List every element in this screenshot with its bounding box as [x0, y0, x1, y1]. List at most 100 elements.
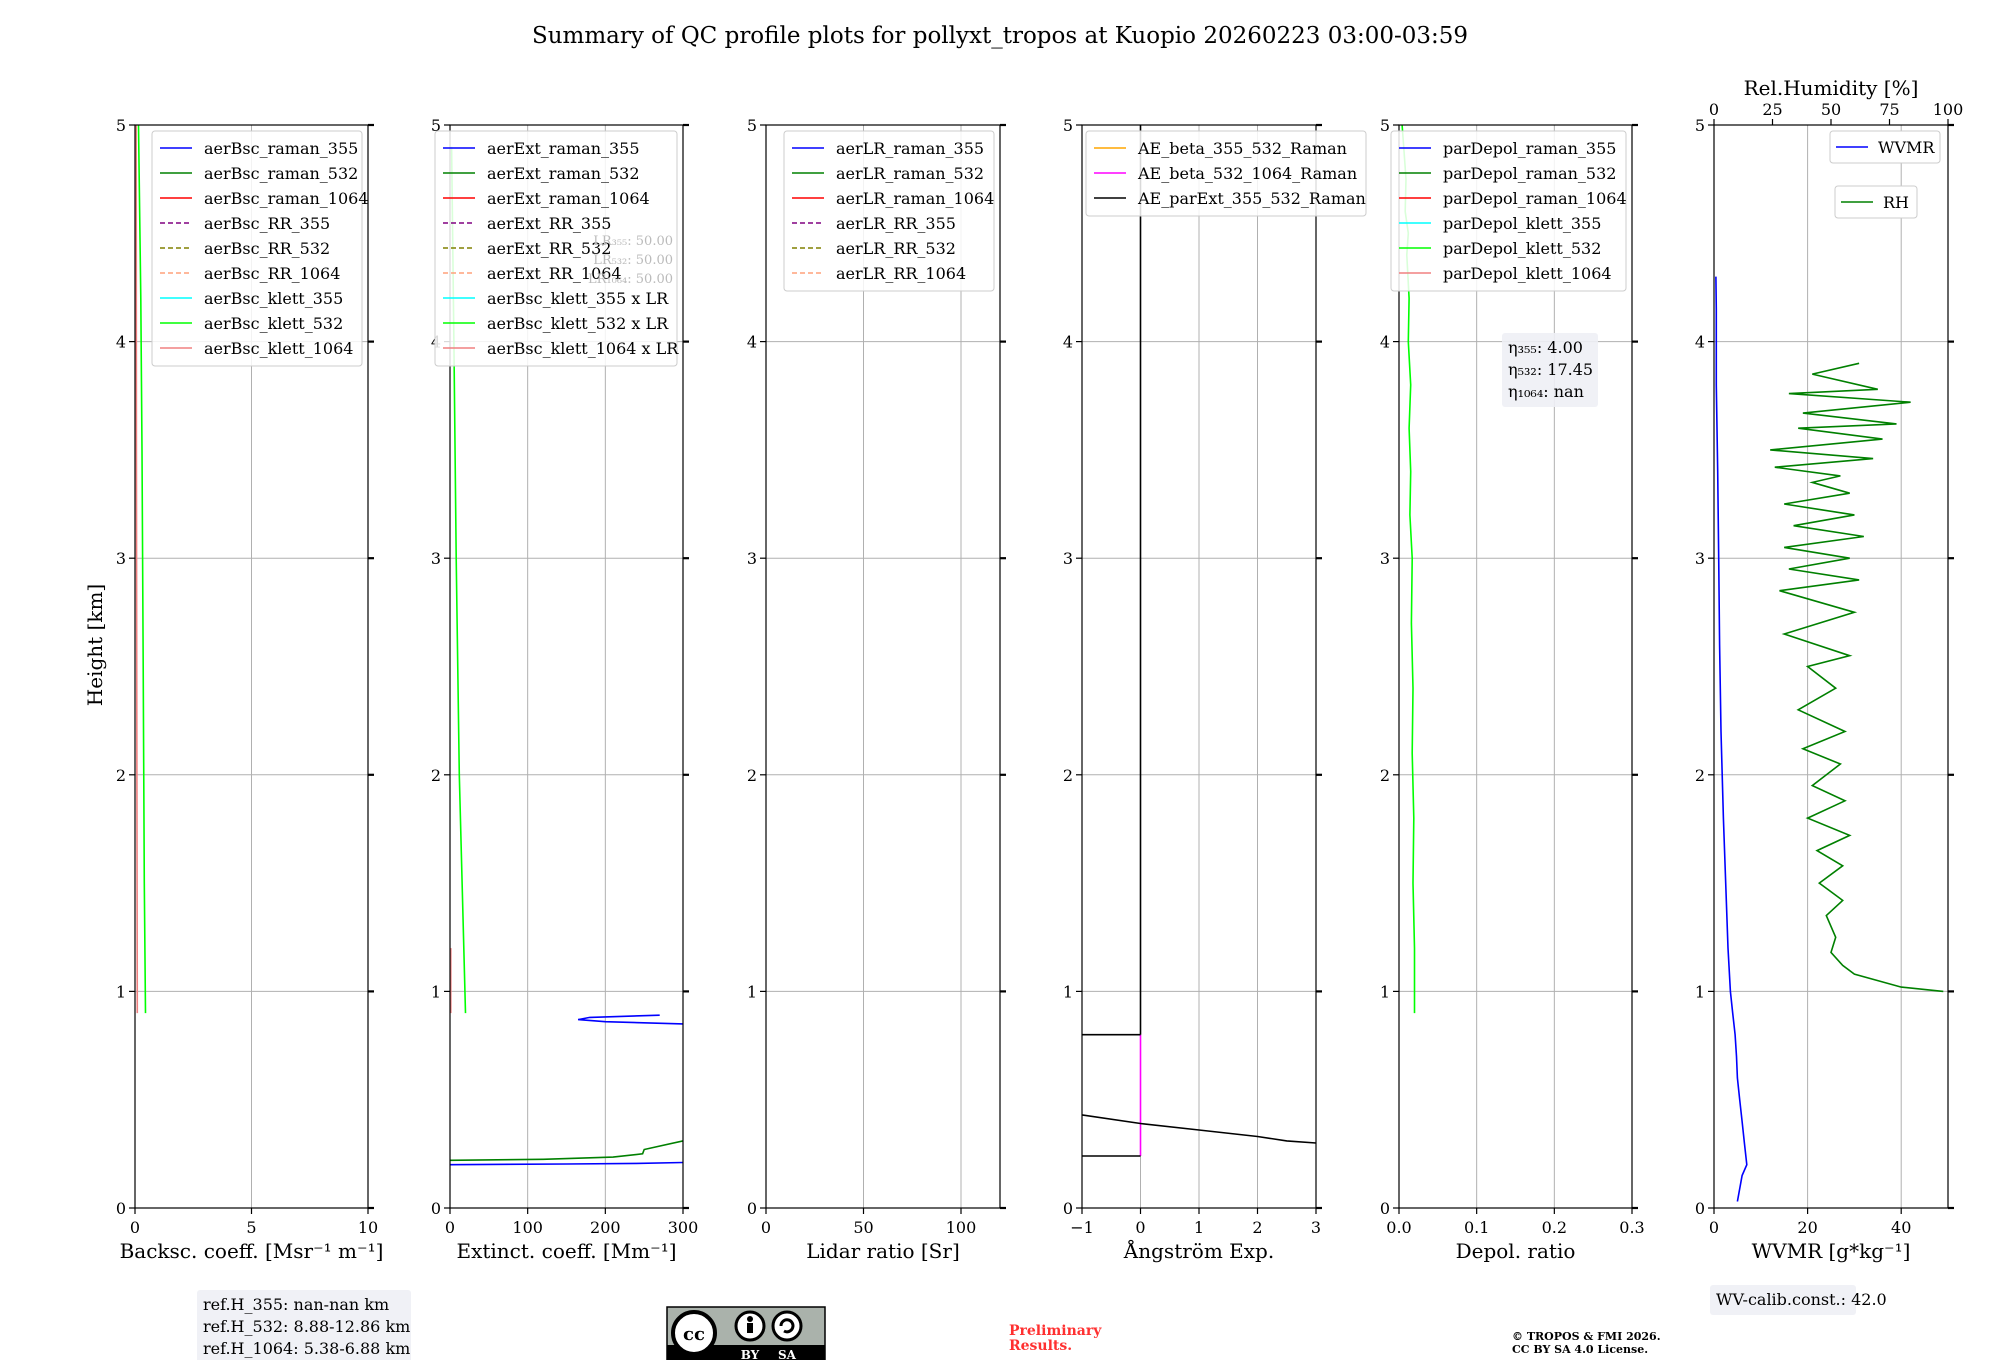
- series-line-aerExt_raman_532: [450, 1140, 683, 1162]
- legend-entry: AE_beta_532_1064_Raman: [1137, 164, 1357, 183]
- legend-entry: aerLR_raman_532: [836, 164, 984, 183]
- legend-entry: aerBsc_RR_355: [204, 214, 330, 233]
- y-tick-label: 1: [431, 982, 441, 1001]
- legend-entry: aerBsc_klett_532: [204, 314, 343, 333]
- x-tick-label: 200: [590, 1218, 621, 1237]
- legend-entry: aerBsc_raman_532: [204, 164, 358, 183]
- x-tick-label: 5: [246, 1218, 256, 1237]
- legend-box: [151, 130, 363, 367]
- legend-entry: aerBsc_raman_355: [204, 139, 358, 158]
- y-tick-label: 3: [1695, 549, 1705, 568]
- copyright-line2: CC BY SA 4.0 License.: [1512, 1343, 1648, 1356]
- series-lines: [1715, 276, 1944, 1202]
- cc-icon: [671, 1310, 717, 1356]
- x-tick-label: 10: [358, 1218, 378, 1237]
- info-box-line: WV-calib.const.: 42.0: [1716, 1290, 1887, 1309]
- cc-license-logo: cc BY SA: [666, 1306, 826, 1360]
- legend-entry: aerLR_RR_355: [836, 214, 956, 233]
- series-line-AE_parExt_355_532_Raman_curve: [1082, 1114, 1316, 1144]
- series-line-aerExt_raman_355: [450, 1161, 683, 1166]
- legend-entry: aerExt_raman_1064: [487, 189, 650, 208]
- share-alike-icon: [771, 1310, 803, 1342]
- legend-entry: aerBsc_raman_1064: [204, 189, 369, 208]
- legend-entry: aerLR_RR_532: [836, 239, 956, 258]
- x-tick-label: 0: [761, 1218, 771, 1237]
- lr-label: LR₅₃₂: 50.00: [593, 253, 673, 268]
- figure-footer: cc BY SA Preliminary Results. © TROPOS &…: [666, 1306, 1661, 1360]
- x-tick-label: 100: [946, 1218, 977, 1237]
- preliminary-label-line1: Preliminary: [1009, 1323, 1102, 1339]
- y-tick-label: 4: [1063, 333, 1073, 352]
- y-tick-label: 2: [116, 766, 126, 785]
- y-tick-label: 2: [431, 766, 441, 785]
- axes-frame: [1398, 124, 1633, 1209]
- legend-box-rh: [1834, 185, 1918, 219]
- x-tick-label: 1: [1194, 1218, 1204, 1237]
- legend-entry: aerLR_RR_1064: [836, 264, 966, 283]
- cc-icon-letters: cc: [683, 1324, 705, 1345]
- x-tick-label: 0.0: [1386, 1218, 1411, 1237]
- axes-frame: [449, 124, 684, 1209]
- info-box-background: [1710, 1285, 1856, 1315]
- x2-tick-label: 75: [1879, 100, 1899, 119]
- y-tick-label: 1: [747, 982, 757, 1001]
- legend-entry: AE_beta_355_532_Raman: [1137, 139, 1347, 158]
- info-box-background: [1502, 333, 1598, 407]
- x-tick-label: 100: [512, 1218, 543, 1237]
- legend: WVMR RH: [1829, 130, 1941, 219]
- info-box: WV-calib.const.: 42.0: [1710, 1285, 1887, 1315]
- panel-extinction: 0123450100200300Extinct. coeff. [Mm⁻¹]ae…: [431, 116, 698, 1263]
- y-tick-label: 5: [431, 116, 441, 135]
- x-tick-label: 40: [1891, 1218, 1911, 1237]
- info-box-line: ref.H_532: 8.88-12.86 km: [203, 1317, 410, 1336]
- attribution-icon-body: [747, 1323, 753, 1333]
- x-axis-label: Depol. ratio: [1456, 1239, 1576, 1263]
- legend-entry: aerExt_RR_532: [487, 239, 611, 258]
- y-tick-label: 3: [1380, 549, 1390, 568]
- legend-box: [1390, 130, 1627, 292]
- legend: aerBsc_raman_355 aerBsc_raman_532 aerBsc_r…: [151, 130, 369, 367]
- info-box-line: η₁₀₆₄: nan: [1508, 382, 1584, 401]
- legend-entry: aerExt_RR_355: [487, 214, 611, 233]
- info-box-line: ref.H_1064: 5.38-6.88 km: [203, 1339, 410, 1358]
- legend: aerExt_raman_355 aerExt_raman_532 aerExt_r…: [434, 130, 679, 367]
- preliminary-label-line2: Results.: [1009, 1338, 1072, 1354]
- legend-entry: aerBsc_RR_532: [204, 239, 330, 258]
- x-tick-label: 0.3: [1619, 1218, 1644, 1237]
- info-box-line: η₅₃₂: 17.45: [1508, 360, 1593, 379]
- y-tick-label: 3: [431, 549, 441, 568]
- y-tick-label: 2: [1380, 766, 1390, 785]
- grid-lines: [1081, 124, 1317, 1209]
- share-alike-arrow: [779, 1318, 795, 1334]
- legend-entry: parDepol_klett_355: [1443, 214, 1601, 233]
- y-tick-label: 5: [1063, 116, 1073, 135]
- panel-depolarization: 0 1 2 3 4 5 0.0 0.1 0.2 0.3 Depol. ratio parDepol_r…: [1380, 116, 1645, 1263]
- legend: AE_beta_355_532_Raman AE_beta_532_1064_Ra…: [1085, 130, 1367, 217]
- legend-entry: aerExt_raman_532: [487, 164, 640, 183]
- y-tick-label: 2: [747, 766, 757, 785]
- x-tick-label: 3: [1311, 1218, 1321, 1237]
- legend-box: [1085, 130, 1367, 217]
- y-tick-label: 4: [116, 333, 126, 352]
- legend-entry: aerBsc_klett_1064 x LR: [487, 339, 679, 358]
- info-box: η₃₅₅: 4.00 η₅₃₂: 17.45 η₁₀₆₄: nan: [1502, 333, 1598, 407]
- y-tick-label: 4: [1695, 333, 1705, 352]
- x2-tick-label: 100: [1933, 100, 1964, 119]
- legend-entry: aerBsc_klett_355 x LR: [487, 289, 669, 308]
- lr-label: LR₁₀₆₄: 50.00: [588, 272, 673, 287]
- legend-box: [783, 130, 995, 292]
- x-axis-label: Backsc. coeff. [Msr⁻¹ m⁻¹]: [120, 1239, 384, 1263]
- y-tick-label: 0: [1380, 1199, 1390, 1218]
- y-tick-label: 4: [747, 333, 757, 352]
- x-tick-label: 50: [853, 1218, 873, 1237]
- y-tick-label: 1: [1063, 982, 1073, 1001]
- info-box: ref.H_355: nan-nan km ref.H_532: 8.88-12.…: [197, 1290, 411, 1360]
- grid-lines: [1713, 124, 1948, 1209]
- legend-box: [434, 130, 678, 367]
- info-box-line: η₃₅₅: 4.00: [1508, 338, 1583, 357]
- legend-box-wvmr: [1829, 130, 1941, 164]
